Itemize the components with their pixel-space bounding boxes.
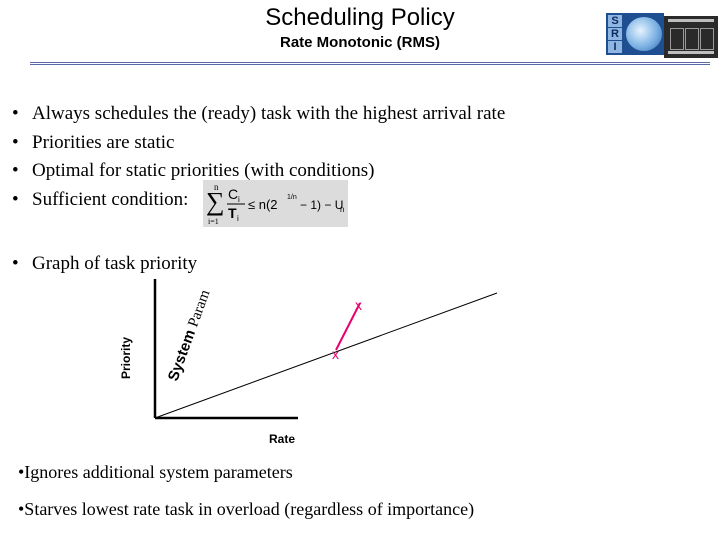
globe-icon xyxy=(626,17,662,51)
bullet-list: Always schedules the (ready) task with t… xyxy=(12,100,505,214)
priority-line xyxy=(154,292,498,419)
note-ignores-params: •Ignores additional system parameters xyxy=(18,462,293,482)
bound-lhs: ≤ n(2 xyxy=(248,197,278,212)
bullet-item: Always schedules the (ready) task with t… xyxy=(12,100,505,129)
sum-upper-limit: n xyxy=(214,182,219,192)
sufficient-condition-formula: n ∑ i=1 C i T i ≤ n(2 1/n − 1) − U n xyxy=(203,180,348,227)
priority-shift-line xyxy=(335,302,361,351)
marker-high: x xyxy=(355,297,362,313)
sum-lower-limit: i=1 xyxy=(208,217,219,226)
numerator-c: C xyxy=(228,186,238,202)
denominator-subscript: i xyxy=(237,214,239,223)
bullet-item: Sufficient condition: xyxy=(12,186,505,215)
logo-letter-s: S xyxy=(608,15,622,27)
slide-title: Scheduling Policy xyxy=(265,4,455,31)
bullet-item: Priorities are static xyxy=(12,129,505,158)
graph-bullet: Graph of task priority xyxy=(12,250,197,278)
denominator-t: T xyxy=(228,205,237,221)
sri-logo: S R I xyxy=(606,13,664,55)
logo-letter-r: R xyxy=(608,28,622,40)
numerator-subscript: i xyxy=(238,195,240,204)
partner-logo xyxy=(664,16,718,58)
logo-letter-i: I xyxy=(608,41,622,53)
marker-low: x xyxy=(332,346,339,362)
y-axis-label: Priority xyxy=(119,337,133,379)
x-axis-label: Rate xyxy=(269,432,295,446)
bound-exponent: 1/n xyxy=(287,194,297,201)
sum-symbol: ∑ xyxy=(206,187,225,216)
bound-rhs: − 1) − U xyxy=(300,198,343,212)
header-divider xyxy=(30,62,710,65)
system-param-label: System Param xyxy=(165,287,214,383)
bound-subscript: n xyxy=(340,205,344,214)
bullet-item: Optimal for static priorities (with cond… xyxy=(12,157,505,186)
note-starves-task: •Starves lowest rate task in overload (r… xyxy=(18,499,475,519)
slide-subtitle: Rate Monotonic (RMS) xyxy=(280,34,440,51)
